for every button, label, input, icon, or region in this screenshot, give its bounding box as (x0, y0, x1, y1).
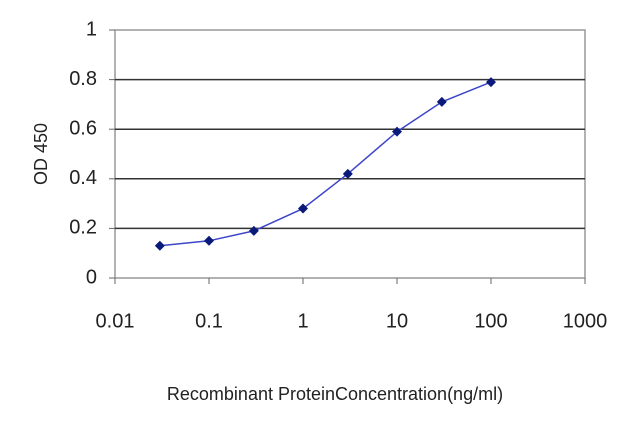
x-tick-label: 1 (297, 310, 308, 332)
data-point (392, 126, 402, 137)
data-point (436, 96, 447, 107)
x-tick-label: 1000 (563, 310, 608, 332)
y-tick-label: 0.4 (69, 167, 97, 189)
y-tick-label: 0.2 (69, 217, 97, 239)
data-point (154, 240, 165, 251)
y-tick-label: 0 (86, 266, 97, 288)
data-point (342, 168, 353, 179)
x-tick-label: 0.1 (195, 310, 223, 332)
y-tick-label: 0.6 (69, 117, 97, 139)
plot-area (114, 29, 586, 279)
y-tick-label: 0.8 (69, 68, 97, 90)
data-point (298, 203, 308, 214)
x-axis-label: Recombinant ProteinConcentration(ng/ml) (167, 384, 503, 404)
series-line (159, 81, 492, 247)
data-point (486, 77, 496, 88)
x-tick-label: 10 (386, 310, 408, 332)
data-point (204, 235, 214, 246)
y-tick-label: 1 (86, 18, 97, 40)
x-tick-label: 100 (474, 310, 507, 332)
data-point (248, 225, 259, 236)
x-tick-label: 0.01 (96, 310, 135, 332)
y-axis-label: OD 450 (31, 123, 51, 185)
